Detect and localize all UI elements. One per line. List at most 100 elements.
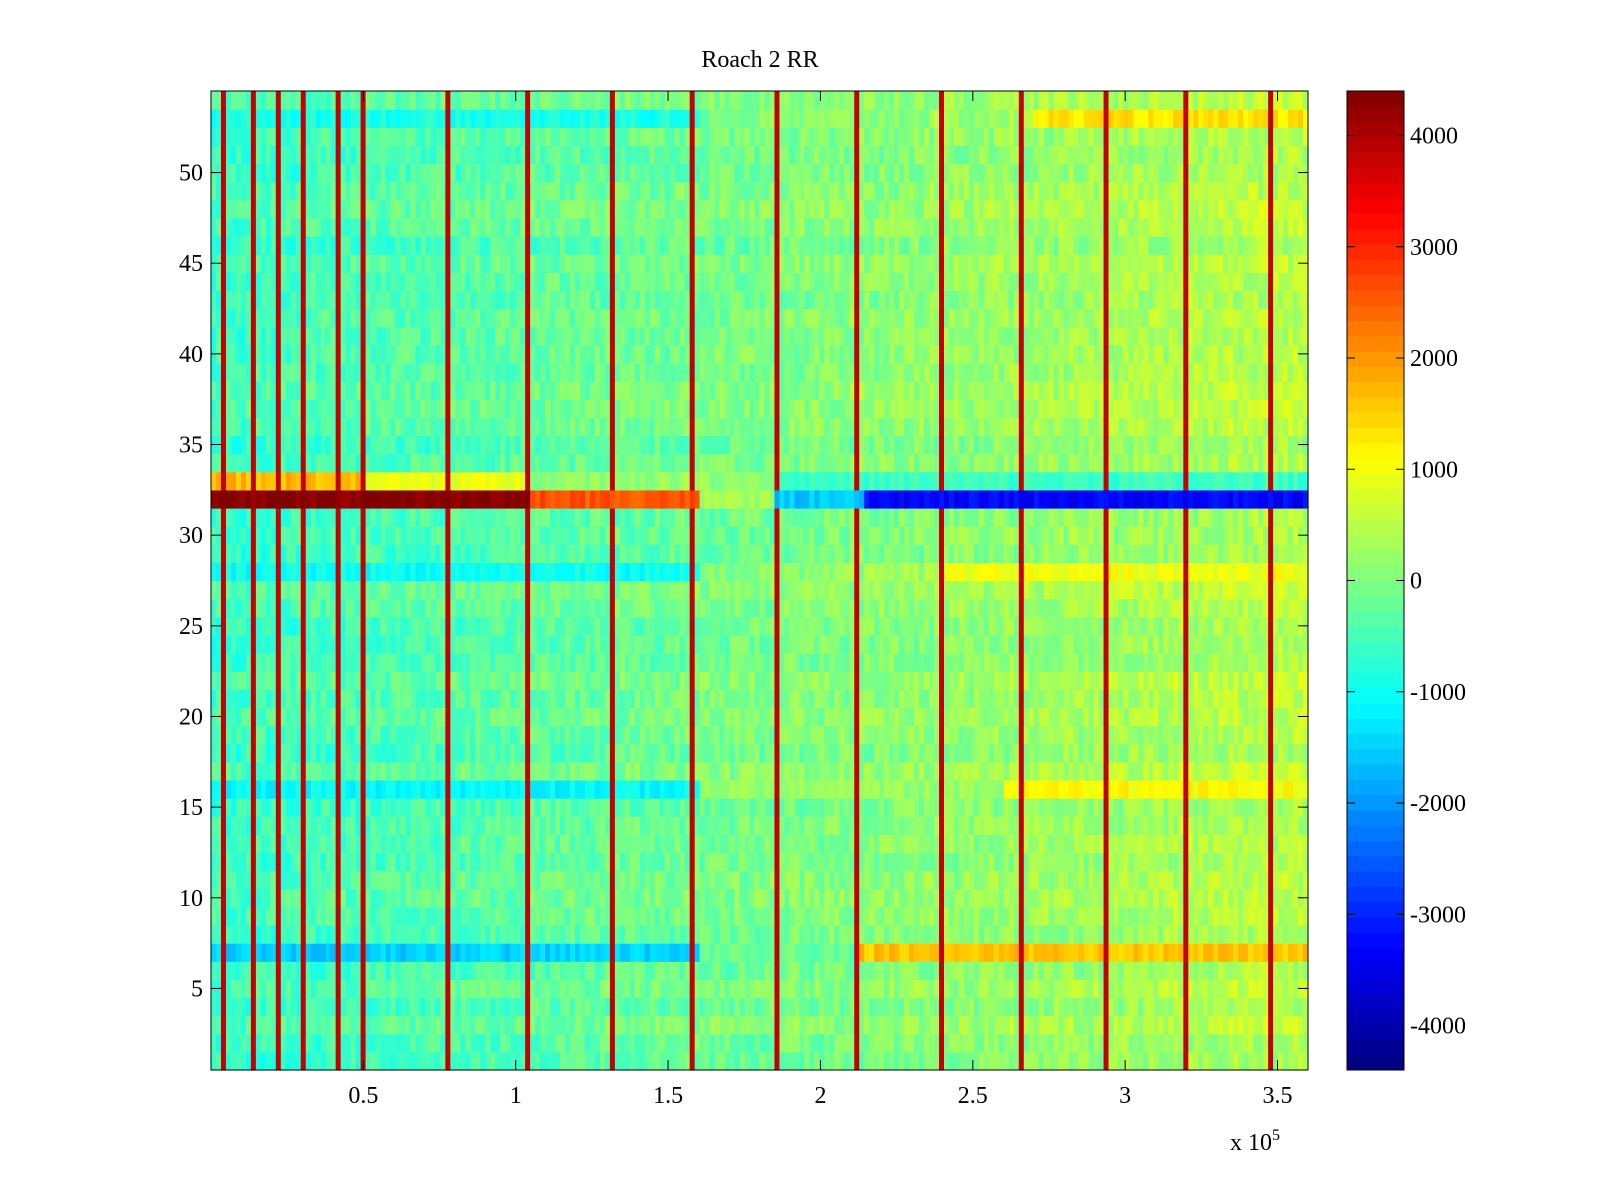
heatmap-cell [734,1015,741,1035]
heatmap-cell [455,1015,461,1035]
heatmap-cell [1223,943,1229,962]
heatmap-cell [345,1033,352,1053]
heatmap-cell [963,1033,970,1053]
heatmap-cell [644,943,651,962]
heatmap-cell [450,743,456,763]
heatmap-cell [1208,1033,1214,1053]
heatmap-cell [395,653,402,672]
heatmap-cell [963,1051,970,1071]
heatmap-cell [450,707,456,727]
heatmap-cell [490,725,496,745]
heatmap-cell [1148,725,1155,745]
heatmap-cell [255,1015,262,1035]
heatmap-cell [934,870,940,890]
heatmap-cell [1228,997,1234,1017]
heatmap-cell [435,779,441,799]
heatmap-cell [1188,1033,1194,1053]
heatmap-cell [699,852,706,872]
heatmap-cell [659,924,666,944]
heatmap-cell [520,743,526,763]
heatmap-cell [1043,979,1050,999]
heatmap-cell [1108,743,1115,763]
heatmap-cell [1248,924,1254,944]
heatmap-cell [939,743,945,763]
heatmap-cell [420,1033,427,1053]
heatmap-cell [794,852,800,872]
heatmap-cell [500,852,506,872]
heatmap-cell [983,1015,990,1035]
heatmap-cell [614,961,621,980]
heatmap-cell [764,979,771,999]
heatmap-cell [859,653,865,672]
heatmap-cell [1293,671,1299,690]
heatmap-cell [1033,961,1040,980]
heatmap-cell [225,943,232,962]
heatmap-cell [764,1051,771,1071]
heatmap-cell [450,779,456,799]
heatmap-cell [1288,798,1294,817]
heatmap-cell [410,653,417,672]
heatmap-cell [1168,961,1174,980]
heatmap-cell [570,997,576,1017]
heatmap-cell [729,671,736,690]
heatmap-cell [315,961,322,980]
heatmap-cell [255,689,262,709]
heatmap-cell [260,852,267,872]
heatmap-cell [1048,961,1055,980]
heatmap-cell [530,1015,536,1035]
heatmap-cell [709,888,716,908]
heatmap-cell [584,834,591,854]
heatmap-cell [1218,689,1224,709]
heatmap-cell [295,834,302,854]
heatmap-cell [724,870,731,890]
heatmap-cell [1163,671,1169,690]
heatmap-cell [978,816,985,835]
heatmap-cell [914,743,920,763]
heatmap-cell [993,743,1000,763]
heatmap-cell [335,798,342,817]
heatmap-cell [1263,888,1269,908]
heatmap-cell [1178,1015,1184,1035]
heatmap-cell [859,707,865,727]
heatmap-cell [1228,870,1234,890]
heatmap-cell [714,689,721,709]
heatmap-cell [704,798,711,817]
heatmap-cell [614,798,621,817]
heatmap-cell [744,725,751,745]
heatmap-cell [749,1033,756,1053]
heatmap-cell [235,743,242,763]
heatmap-cell [510,707,516,727]
heatmap-cell [1193,779,1199,799]
heatmap-cell [624,906,631,926]
heatmap-cell [255,671,262,690]
heatmap-cell [515,979,521,999]
heatmap-cell [1033,1051,1040,1071]
heatmap-cell [560,707,566,727]
heatmap-cell [779,743,786,763]
heatmap-cell [270,761,277,781]
heatmap-cell [1198,852,1204,872]
heatmap-cell [993,671,1000,690]
heatmap-cell [859,943,865,962]
heatmap-cell [1178,1033,1184,1053]
heatmap-cell [939,906,945,926]
heatmap-cell [1293,979,1299,999]
heatmap-cell [1248,779,1254,799]
heatmap-cell [1248,870,1254,890]
heatmap-cell [1133,924,1140,944]
heatmap-cell [799,689,805,709]
heatmap-cell [829,707,835,727]
heatmap-cell [819,725,825,745]
heatmap-cell [250,671,257,690]
heatmap-cell [425,961,431,980]
heatmap-cell [490,979,496,999]
heatmap-cell [1248,906,1254,926]
heatmap-cell [550,1033,556,1053]
heatmap-cell [968,1015,975,1035]
heatmap-cell [889,834,895,854]
heatmap-cell [1183,1051,1189,1071]
heatmap-cell [624,761,631,781]
heatmap-cell [829,997,835,1017]
heatmap-cell [1298,961,1304,980]
heatmap-cell [829,761,835,781]
